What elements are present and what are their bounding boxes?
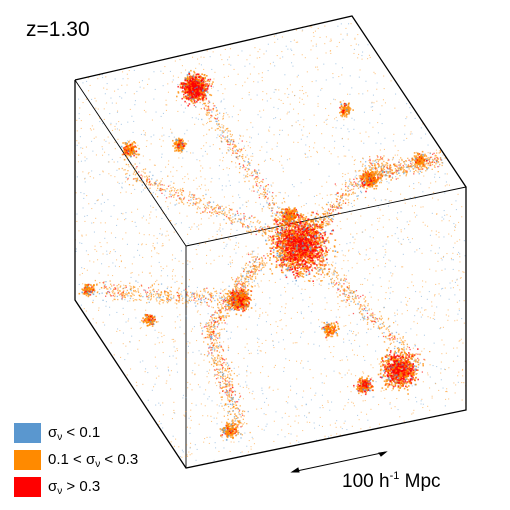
legend-label-low: σν < 0.1 — [48, 423, 101, 443]
particle-cloud — [74, 23, 467, 461]
redshift-label: z=1.30 — [26, 18, 90, 41]
legend-swatch-red — [14, 477, 41, 497]
legend-item-high: σν > 0.3 — [14, 474, 138, 500]
legend-swatch-blue — [14, 423, 41, 443]
legend-item-low: σν < 0.1 — [14, 420, 138, 446]
legend-label-mid: 0.1 < σν < 0.3 — [48, 450, 139, 470]
scale-bar — [290, 451, 388, 473]
cube-front-edges — [74, 15, 467, 469]
legend: σν < 0.1 0.1 < σν < 0.3 σν > 0.3 — [14, 420, 138, 501]
legend-swatch-orange — [14, 450, 41, 470]
cube-back-edges — [74, 79, 467, 468]
legend-label-high: σν > 0.3 — [48, 477, 101, 497]
legend-item-mid: 0.1 < σν < 0.3 — [14, 447, 138, 473]
scale-bar-label: 100 h-1 Mpc — [342, 470, 441, 492]
